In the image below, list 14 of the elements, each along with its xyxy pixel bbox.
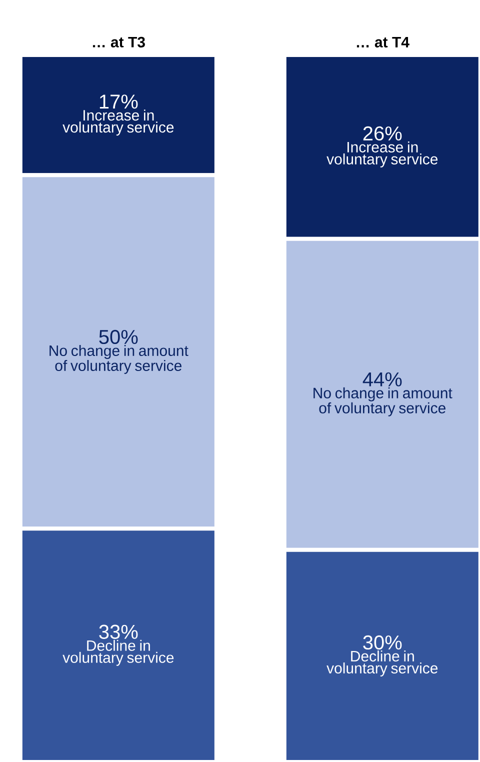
- text: Increase in voluntary service: [326, 141, 438, 168]
- data-label: 17%: [100, 94, 138, 109]
- series-label: Decline in voluntary service: [62, 640, 174, 666]
- data-label: 26%: [363, 126, 402, 141]
- text: Decline in voluntary service: [326, 650, 438, 676]
- text: No change in amount of voluntary service: [313, 387, 452, 416]
- data-label: 44%: [362, 372, 402, 386]
- data-label: 33%: [99, 624, 138, 639]
- x-tick-label: … at T4: [356, 36, 410, 48]
- data-label: 30%: [362, 635, 402, 650]
- data-label: 50%: [99, 330, 138, 344]
- series-label: Increase in voluntary service: [62, 110, 174, 136]
- x-tick-label: … at T3: [92, 36, 145, 48]
- series-label: No change in amount of voluntary service: [49, 345, 188, 374]
